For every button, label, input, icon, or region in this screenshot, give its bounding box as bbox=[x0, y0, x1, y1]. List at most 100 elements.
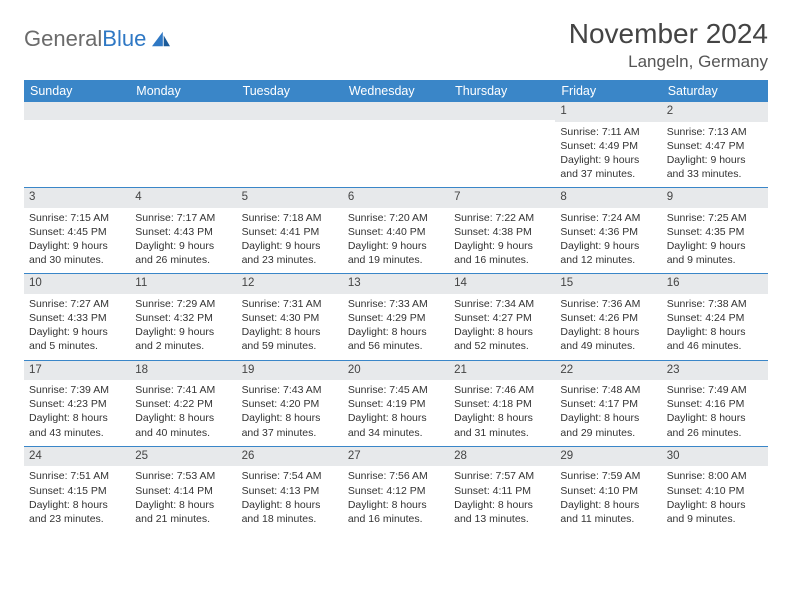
calendar-cell: 26Sunrise: 7:54 AMSunset: 4:13 PMDayligh… bbox=[237, 446, 343, 532]
calendar-cell: 6Sunrise: 7:20 AMSunset: 4:40 PMDaylight… bbox=[343, 188, 449, 274]
sunrise-line: Sunrise: 7:20 AM bbox=[348, 211, 444, 225]
sunrise-line: Sunrise: 7:46 AM bbox=[454, 383, 550, 397]
sunrise-line: Sunrise: 7:36 AM bbox=[560, 297, 656, 311]
day-body: Sunrise: 7:56 AMSunset: 4:12 PMDaylight:… bbox=[343, 466, 449, 532]
sunset-line: Sunset: 4:23 PM bbox=[29, 397, 125, 411]
day-body: Sunrise: 7:38 AMSunset: 4:24 PMDaylight:… bbox=[662, 294, 768, 360]
sunrise-line: Sunrise: 7:49 AM bbox=[667, 383, 763, 397]
daylight-line: Daylight: 8 hours and 13 minutes. bbox=[454, 498, 550, 526]
day-number: 22 bbox=[555, 361, 661, 381]
calendar-cell: 13Sunrise: 7:33 AMSunset: 4:29 PMDayligh… bbox=[343, 274, 449, 360]
day-number: 2 bbox=[662, 102, 768, 122]
daylight-line: Daylight: 8 hours and 29 minutes. bbox=[560, 411, 656, 439]
daylight-line: Daylight: 9 hours and 2 minutes. bbox=[135, 325, 231, 353]
calendar-cell bbox=[237, 102, 343, 188]
sunrise-line: Sunrise: 7:34 AM bbox=[454, 297, 550, 311]
sunset-line: Sunset: 4:15 PM bbox=[29, 484, 125, 498]
day-number: 20 bbox=[343, 361, 449, 381]
weekday-header: Thursday bbox=[449, 80, 555, 102]
sunset-line: Sunset: 4:27 PM bbox=[454, 311, 550, 325]
sunrise-line: Sunrise: 7:25 AM bbox=[667, 211, 763, 225]
weekday-header: Sunday bbox=[24, 80, 130, 102]
calendar-cell: 8Sunrise: 7:24 AMSunset: 4:36 PMDaylight… bbox=[555, 188, 661, 274]
daylight-line: Daylight: 9 hours and 26 minutes. bbox=[135, 239, 231, 267]
calendar-cell bbox=[343, 102, 449, 188]
sunset-line: Sunset: 4:38 PM bbox=[454, 225, 550, 239]
daylight-line: Daylight: 9 hours and 37 minutes. bbox=[560, 153, 656, 181]
day-body: Sunrise: 7:57 AMSunset: 4:11 PMDaylight:… bbox=[449, 466, 555, 532]
day-body: Sunrise: 7:39 AMSunset: 4:23 PMDaylight:… bbox=[24, 380, 130, 446]
sunset-line: Sunset: 4:49 PM bbox=[560, 139, 656, 153]
day-body: Sunrise: 7:24 AMSunset: 4:36 PMDaylight:… bbox=[555, 208, 661, 274]
sunset-line: Sunset: 4:35 PM bbox=[667, 225, 763, 239]
day-number: 9 bbox=[662, 188, 768, 208]
sail-icon bbox=[150, 30, 172, 48]
sunset-line: Sunset: 4:24 PM bbox=[667, 311, 763, 325]
day-body: Sunrise: 7:34 AMSunset: 4:27 PMDaylight:… bbox=[449, 294, 555, 360]
day-body: Sunrise: 7:31 AMSunset: 4:30 PMDaylight:… bbox=[237, 294, 343, 360]
day-number: 28 bbox=[449, 447, 555, 467]
sunrise-line: Sunrise: 7:51 AM bbox=[29, 469, 125, 483]
calendar-cell: 4Sunrise: 7:17 AMSunset: 4:43 PMDaylight… bbox=[130, 188, 236, 274]
sunset-line: Sunset: 4:22 PM bbox=[135, 397, 231, 411]
day-body: Sunrise: 7:36 AMSunset: 4:26 PMDaylight:… bbox=[555, 294, 661, 360]
logo: GeneralBlue bbox=[24, 18, 172, 52]
day-body: Sunrise: 7:25 AMSunset: 4:35 PMDaylight:… bbox=[662, 208, 768, 274]
daylight-line: Daylight: 9 hours and 5 minutes. bbox=[29, 325, 125, 353]
daylight-line: Daylight: 8 hours and 26 minutes. bbox=[667, 411, 763, 439]
day-body: Sunrise: 7:18 AMSunset: 4:41 PMDaylight:… bbox=[237, 208, 343, 274]
day-body: Sunrise: 7:59 AMSunset: 4:10 PMDaylight:… bbox=[555, 466, 661, 532]
weekday-header: Tuesday bbox=[237, 80, 343, 102]
calendar-cell: 28Sunrise: 7:57 AMSunset: 4:11 PMDayligh… bbox=[449, 446, 555, 532]
sunset-line: Sunset: 4:11 PM bbox=[454, 484, 550, 498]
calendar-cell: 12Sunrise: 7:31 AMSunset: 4:30 PMDayligh… bbox=[237, 274, 343, 360]
sunrise-line: Sunrise: 7:15 AM bbox=[29, 211, 125, 225]
weekday-header: Saturday bbox=[662, 80, 768, 102]
sunrise-line: Sunrise: 7:43 AM bbox=[242, 383, 338, 397]
sunset-line: Sunset: 4:17 PM bbox=[560, 397, 656, 411]
sunrise-line: Sunrise: 7:11 AM bbox=[560, 125, 656, 139]
sunset-line: Sunset: 4:10 PM bbox=[560, 484, 656, 498]
sunrise-line: Sunrise: 7:27 AM bbox=[29, 297, 125, 311]
weekday-header: Friday bbox=[555, 80, 661, 102]
sunset-line: Sunset: 4:32 PM bbox=[135, 311, 231, 325]
sunrise-line: Sunrise: 7:31 AM bbox=[242, 297, 338, 311]
calendar-cell: 15Sunrise: 7:36 AMSunset: 4:26 PMDayligh… bbox=[555, 274, 661, 360]
sunset-line: Sunset: 4:12 PM bbox=[348, 484, 444, 498]
day-body: Sunrise: 7:27 AMSunset: 4:33 PMDaylight:… bbox=[24, 294, 130, 360]
sunrise-line: Sunrise: 7:17 AM bbox=[135, 211, 231, 225]
day-number: 18 bbox=[130, 361, 236, 381]
day-number: 19 bbox=[237, 361, 343, 381]
logo-word-1: General bbox=[24, 26, 102, 51]
sunrise-line: Sunrise: 7:54 AM bbox=[242, 469, 338, 483]
day-body: Sunrise: 7:13 AMSunset: 4:47 PMDaylight:… bbox=[662, 122, 768, 188]
day-number: 13 bbox=[343, 274, 449, 294]
sunrise-line: Sunrise: 7:38 AM bbox=[667, 297, 763, 311]
daylight-line: Daylight: 8 hours and 16 minutes. bbox=[348, 498, 444, 526]
day-body: Sunrise: 7:33 AMSunset: 4:29 PMDaylight:… bbox=[343, 294, 449, 360]
sunrise-line: Sunrise: 7:24 AM bbox=[560, 211, 656, 225]
calendar-cell bbox=[449, 102, 555, 188]
sunset-line: Sunset: 4:36 PM bbox=[560, 225, 656, 239]
calendar-cell: 14Sunrise: 7:34 AMSunset: 4:27 PMDayligh… bbox=[449, 274, 555, 360]
logo-word-2: Blue bbox=[102, 26, 146, 51]
day-number: 23 bbox=[662, 361, 768, 381]
sunset-line: Sunset: 4:45 PM bbox=[29, 225, 125, 239]
calendar-cell: 19Sunrise: 7:43 AMSunset: 4:20 PMDayligh… bbox=[237, 360, 343, 446]
daylight-line: Daylight: 8 hours and 23 minutes. bbox=[29, 498, 125, 526]
calendar-cell: 17Sunrise: 7:39 AMSunset: 4:23 PMDayligh… bbox=[24, 360, 130, 446]
day-body: Sunrise: 7:49 AMSunset: 4:16 PMDaylight:… bbox=[662, 380, 768, 446]
daylight-line: Daylight: 8 hours and 56 minutes. bbox=[348, 325, 444, 353]
day-number: 10 bbox=[24, 274, 130, 294]
sunrise-line: Sunrise: 7:22 AM bbox=[454, 211, 550, 225]
sunset-line: Sunset: 4:19 PM bbox=[348, 397, 444, 411]
day-number: 15 bbox=[555, 274, 661, 294]
day-body: Sunrise: 8:00 AMSunset: 4:10 PMDaylight:… bbox=[662, 466, 768, 532]
sunrise-line: Sunrise: 7:13 AM bbox=[667, 125, 763, 139]
daylight-line: Daylight: 8 hours and 59 minutes. bbox=[242, 325, 338, 353]
daylight-line: Daylight: 9 hours and 30 minutes. bbox=[29, 239, 125, 267]
sunset-line: Sunset: 4:26 PM bbox=[560, 311, 656, 325]
sunset-line: Sunset: 4:14 PM bbox=[135, 484, 231, 498]
sunset-line: Sunset: 4:10 PM bbox=[667, 484, 763, 498]
day-number: 14 bbox=[449, 274, 555, 294]
